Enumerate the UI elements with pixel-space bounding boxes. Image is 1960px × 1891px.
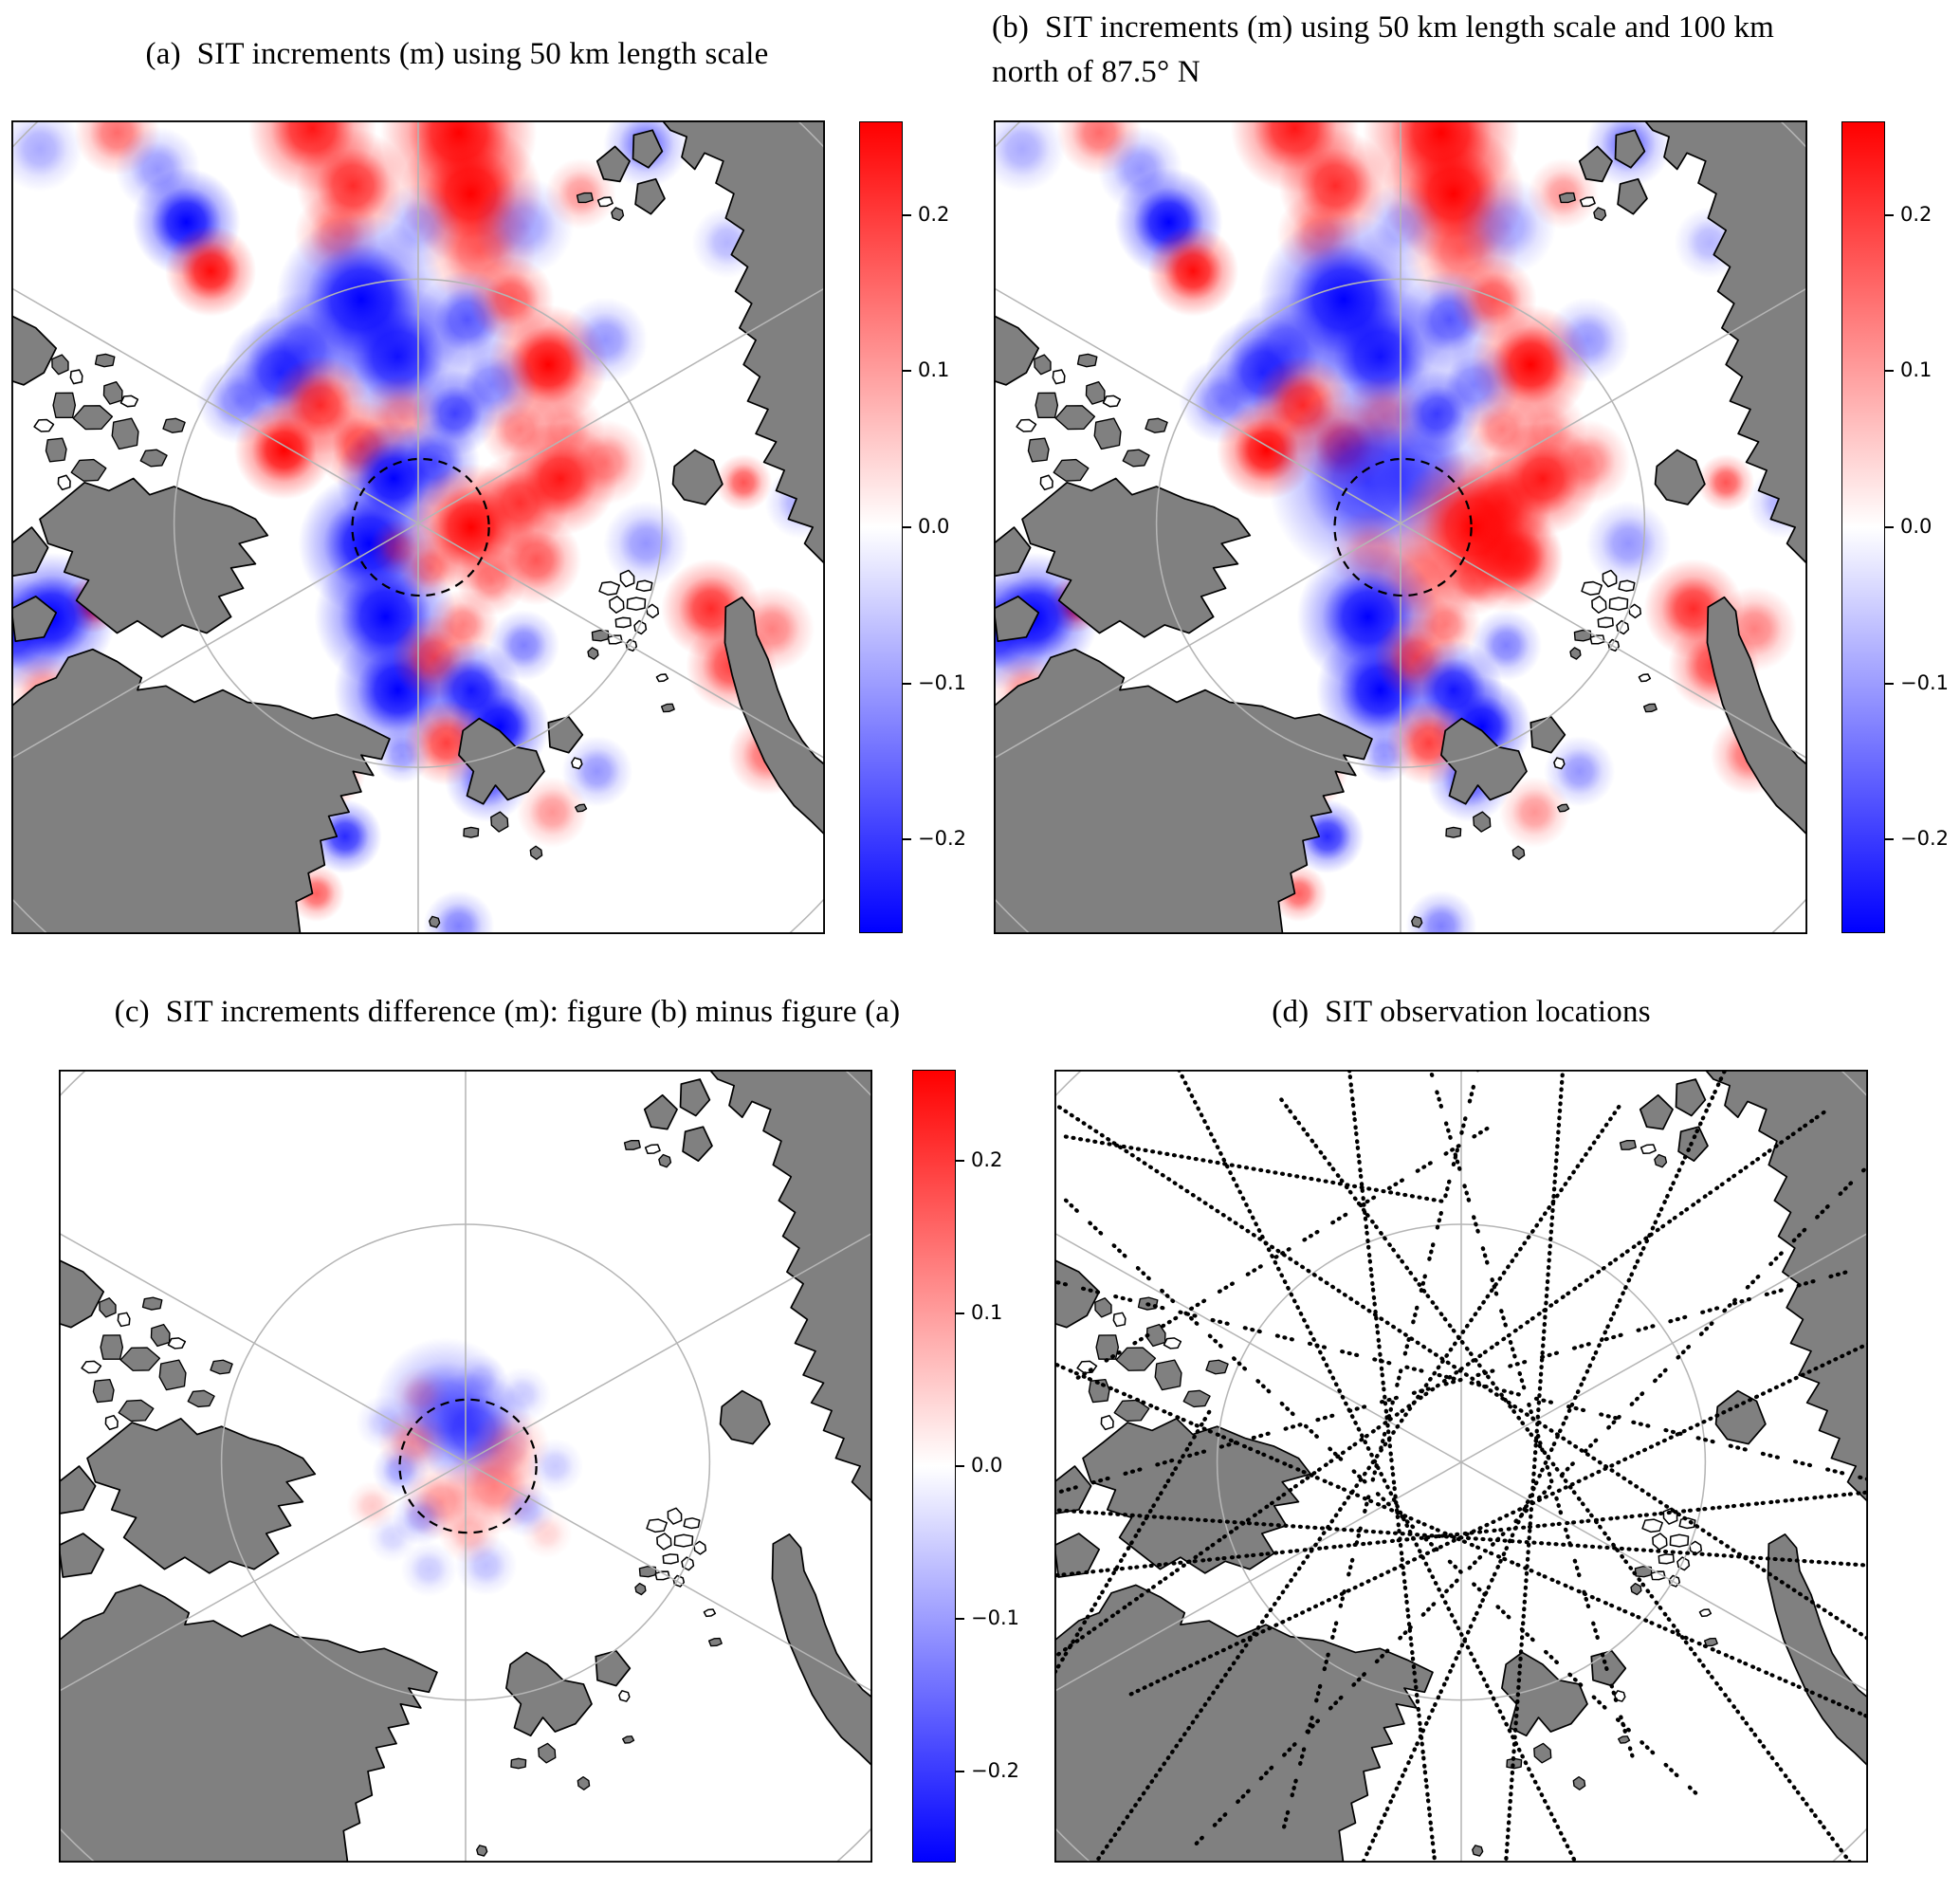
land-layer — [59, 1070, 872, 1863]
colorbar-tick-label: 0.2 — [971, 1148, 1003, 1172]
map-panel-c — [59, 1070, 872, 1863]
graticule-layer — [11, 120, 825, 934]
graticule-layer — [59, 1070, 872, 1863]
dashed-87-5N-circle — [398, 1398, 538, 1534]
panel-b-title-line2: north of 87.5° N — [992, 54, 1200, 89]
colorbar-panel-c: 0.2 0.1 0.0 −0.1 −0.2 — [912, 1070, 1026, 1863]
dashed-87-5N-circle — [351, 457, 490, 597]
colorbar-tick-label: 0.1 — [918, 358, 950, 382]
colorbar-tick-label: 0.0 — [1900, 515, 1933, 539]
panel-d-title-text: (d) SIT observation locations — [1272, 995, 1651, 1029]
colorbar-panel-a: 0.2 0.1 0.0 −0.1 −0.2 — [859, 121, 973, 933]
panel-b-title: (b) SIT increments (m) using 50 km lengt… — [992, 6, 1945, 95]
land-layer — [11, 120, 825, 934]
colorbar-panel-b: 0.2 0.1 0.0 −0.1 −0.2 — [1841, 121, 1955, 933]
colorbar-tick-label: −0.1 — [1900, 670, 1949, 694]
observation-tracks-layer — [1054, 1070, 1868, 1863]
panel-c-title-text: (c) SIT increments difference (m): figur… — [114, 995, 901, 1029]
colorbar-tick-label: −0.2 — [918, 827, 966, 851]
map-panel-d — [1054, 1070, 1868, 1863]
colorbar-tick-label: 0.1 — [971, 1301, 1003, 1325]
colorbar-gradient — [1841, 121, 1885, 933]
graticule-layer — [994, 120, 1807, 934]
increment-field-layer — [994, 120, 1807, 934]
colorbar-tick — [1885, 526, 1894, 528]
colorbar-tick — [956, 1617, 964, 1620]
colorbar-tick — [1885, 838, 1894, 841]
colorbar-tick — [956, 1770, 964, 1772]
colorbar-tick-label: 0.0 — [971, 1454, 1003, 1478]
land-layer — [1054, 1070, 1868, 1863]
colorbar-tick — [903, 213, 911, 216]
colorbar-tick — [1885, 682, 1894, 685]
colorbar-tick — [903, 370, 911, 373]
colorbar-tick-label: 0.2 — [1900, 202, 1933, 226]
colorbar-tick-label: 0.1 — [1900, 358, 1933, 382]
map-panel-b — [994, 120, 1807, 934]
colorbar-tick — [903, 838, 911, 841]
colorbar-tick — [1885, 213, 1894, 216]
panel-b-title-line1: (b) SIT increments (m) using 50 km lengt… — [992, 10, 1775, 45]
colorbar-tick-label: −0.2 — [1900, 827, 1949, 851]
colorbar-tick — [956, 1313, 964, 1315]
colorbar-tick-label: −0.2 — [971, 1758, 1019, 1782]
dashed-87-5N-circle — [1333, 457, 1473, 597]
colorbar-tick — [903, 682, 911, 685]
colorbar-gradient — [912, 1070, 956, 1863]
colorbar-tick — [903, 526, 911, 528]
colorbar-tick-label: −0.1 — [918, 670, 966, 694]
colorbar-tick-label: 0.2 — [918, 202, 950, 226]
map-panel-a — [11, 120, 825, 934]
colorbar-tick-label: −0.1 — [971, 1606, 1019, 1629]
land-layer — [994, 120, 1807, 934]
colorbar-tick — [956, 1465, 964, 1467]
colorbar-gradient — [859, 121, 903, 933]
colorbar-tick-label: 0.0 — [918, 515, 950, 539]
panel-a-title: (a) SIT increments (m) using 50 km lengt… — [11, 32, 903, 77]
colorbar-tick — [1885, 370, 1894, 373]
panel-a-title-text: (a) SIT increments (m) using 50 km lengt… — [145, 37, 769, 71]
panel-d-title: (d) SIT observation locations — [1054, 990, 1868, 1035]
colorbar-tick — [956, 1160, 964, 1163]
increment-field-layer — [346, 1337, 584, 1597]
panel-c-title: (c) SIT increments difference (m): figur… — [38, 990, 977, 1035]
